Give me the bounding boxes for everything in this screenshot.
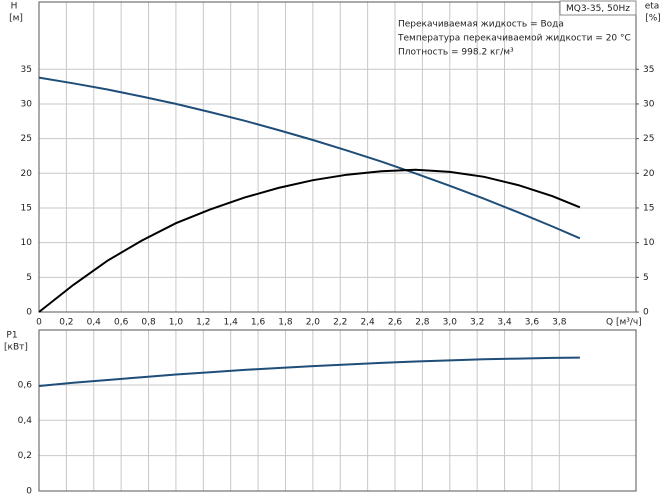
y2-tick-label: 25 — [643, 134, 654, 144]
y2-tick-label: 15 — [643, 203, 654, 213]
y2-tick-label: 20 — [643, 169, 655, 179]
y2-tick-label: 10 — [643, 238, 655, 248]
x-tick-label: 3,2 — [470, 318, 484, 328]
y2-tick-label: 35 — [643, 65, 654, 75]
y-unit: [м] — [9, 14, 23, 24]
x-tick-label: 1,2 — [196, 318, 210, 328]
x-tick-label: 0,4 — [87, 318, 102, 328]
x-tick-label: 2,0 — [306, 318, 321, 328]
chart-title: MQ3-35, 50Hz — [566, 4, 630, 14]
x-tick-label: 1,8 — [278, 318, 293, 328]
y-tick-label: 25 — [21, 134, 32, 144]
annotation: Плотность = 998.2 кг/м³ — [398, 48, 514, 58]
x-tick-label: 0,8 — [141, 318, 156, 328]
annotation: Перекачиваемая жидкость = Вода — [398, 20, 564, 30]
plot-frame — [38, 329, 637, 492]
x-tick-label: 1,6 — [251, 318, 266, 328]
annotation: Температура перекачиваемой жидкости = 20… — [397, 34, 631, 44]
x-tick-label: 2,6 — [388, 318, 403, 328]
x-tick-label: 0 — [36, 318, 42, 328]
y-tick-label: 15 — [21, 203, 32, 213]
x-tick-label: 3,4 — [497, 318, 512, 328]
plot-frame — [38, 1, 637, 313]
y-tick-label: 0,6 — [18, 380, 33, 390]
y-tick-label: 0,4 — [18, 416, 33, 426]
y-unit: [кВт] — [4, 343, 28, 353]
x-tick-label: 3,6 — [525, 318, 540, 328]
y-label: H — [11, 2, 18, 12]
series-line — [38, 76, 581, 240]
y2-unit: [%] — [645, 14, 661, 24]
x-tick-label: 3,8 — [552, 318, 567, 328]
y2-label: eta — [645, 2, 660, 12]
y-tick-label: 0 — [26, 487, 32, 497]
x-tick-label: 3,0 — [443, 318, 458, 328]
y2-tick-label: 30 — [643, 99, 655, 109]
y-tick-label: 10 — [21, 238, 33, 248]
y-tick-label: 5 — [26, 273, 32, 283]
x-label: Q [м³/ч] — [606, 318, 642, 328]
title-box — [559, 0, 637, 16]
y2-tick-label: 5 — [643, 273, 649, 283]
x-tick-label: 2,2 — [333, 318, 347, 328]
y-tick-label: 35 — [21, 65, 32, 75]
x-tick-label: 1,4 — [224, 318, 239, 328]
x-tick-label: 2,8 — [415, 318, 430, 328]
y-tick-label: 0,2 — [18, 451, 32, 461]
x-tick-label: 0,6 — [114, 318, 129, 328]
series-line — [38, 168, 581, 313]
y2-tick-label: 0 — [643, 308, 649, 318]
x-tick-label: 0,2 — [59, 318, 73, 328]
y-label: P1 — [6, 331, 17, 341]
y-tick-label: 0 — [26, 308, 32, 318]
y-tick-label: 30 — [21, 99, 33, 109]
x-tick-label: 2,4 — [360, 318, 375, 328]
y-tick-label: 20 — [21, 169, 33, 179]
x-tick-label: 1,0 — [169, 318, 184, 328]
series-line — [38, 356, 580, 387]
